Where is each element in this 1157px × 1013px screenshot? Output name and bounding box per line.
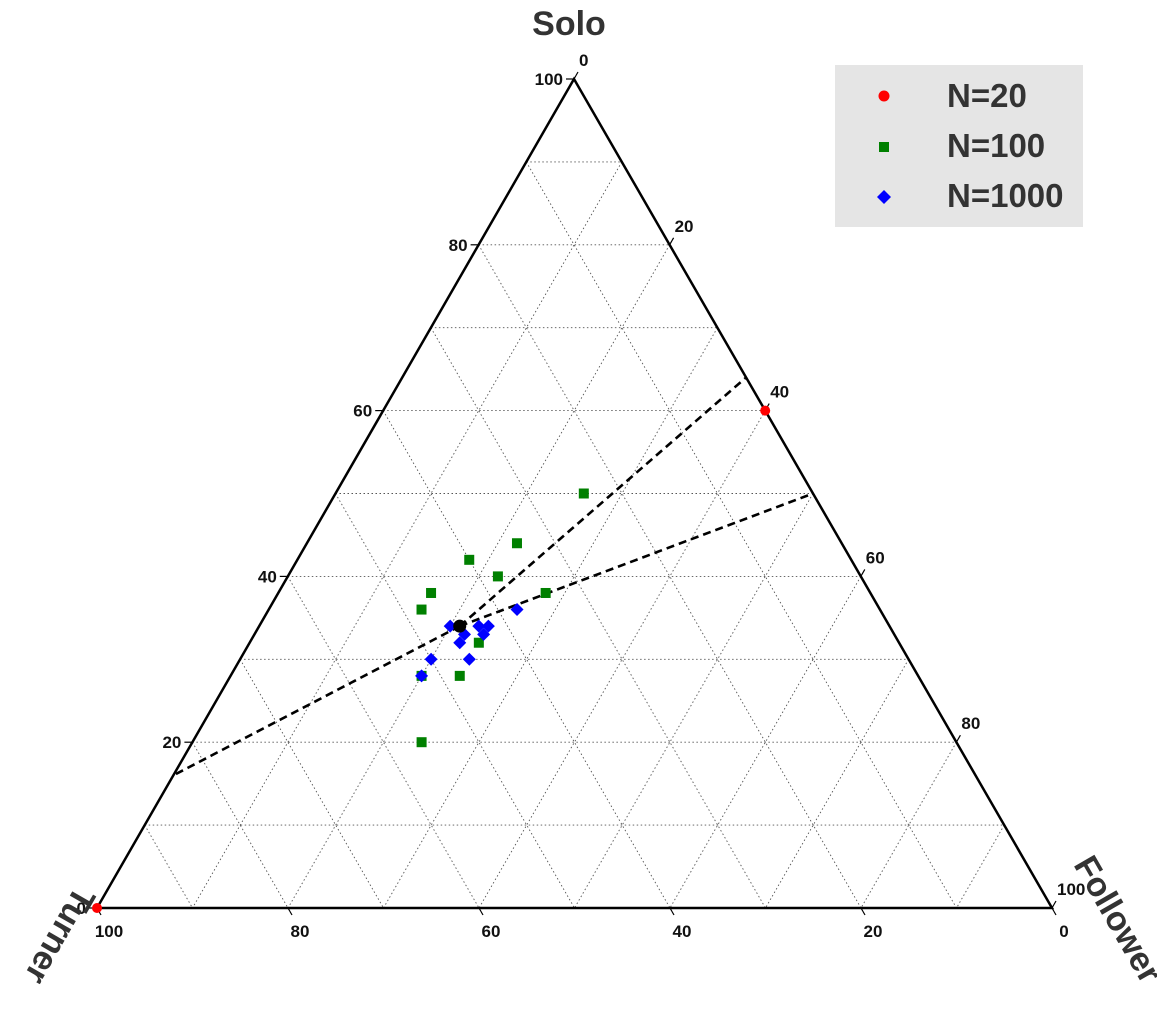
grid-line: [574, 493, 814, 909]
tick-label-solo: 80: [449, 236, 468, 255]
point-n1000: [424, 652, 438, 666]
legend-marker-diamond: [877, 190, 891, 204]
tick-marks: 0 100 100 20 80 80 40 60 60 60 40 40 80 20 20 100 0 0: [77, 51, 1086, 941]
tick-mark-turner: [860, 907, 866, 916]
tick-mark-follower: [669, 237, 675, 246]
point-n1000: [472, 619, 486, 633]
tick-label-turner: 80: [291, 922, 310, 941]
axis-title-turner: Turner: [17, 880, 102, 990]
reference-lines: [172, 376, 814, 777]
tick-mark-turner: [287, 907, 293, 916]
legend-entry-n100: N=100: [879, 127, 1045, 164]
tick-label-follower: 20: [675, 217, 694, 236]
point-n100: [416, 737, 427, 748]
point-n20: [92, 903, 102, 913]
grid-line: [144, 824, 193, 909]
tick-label-follower: 40: [770, 383, 789, 402]
legend-entry-n20: N=20: [878, 77, 1027, 114]
tick-label-turner: 20: [864, 922, 883, 941]
point-n100: [464, 554, 475, 565]
tick-label-follower: 100: [1057, 880, 1085, 899]
triangle-frame: [94, 76, 1055, 910]
point-n100: [473, 637, 484, 648]
grid-line: [383, 327, 718, 909]
tick-label-solo: 40: [258, 567, 277, 586]
point-n1000: [462, 652, 476, 666]
tick-label-solo: 20: [162, 733, 181, 752]
point-n100: [492, 571, 503, 582]
reference-line: [172, 624, 461, 777]
grid-line: [765, 659, 909, 909]
tick-label-solo: 60: [353, 402, 372, 421]
legend-label: N=1000: [947, 177, 1064, 214]
legend-box: [835, 65, 1083, 227]
point-n100: [426, 587, 437, 598]
legend-marker-circle: [878, 90, 890, 102]
tick-mark-turner: [478, 907, 484, 916]
point-n100: [540, 587, 551, 598]
axis-title-solo: Solo: [532, 5, 606, 43]
tick-mark-follower: [573, 71, 579, 80]
reference-line: [459, 492, 814, 628]
tick-label-solo: 100: [535, 70, 563, 89]
point-n100: [416, 604, 427, 615]
tick-mark-follower: [1051, 900, 1057, 909]
tick-label-turner: 100: [95, 922, 123, 941]
point-n1000: [453, 636, 467, 650]
point-n100: [454, 670, 465, 681]
grid: [144, 161, 1005, 909]
point-n1000: [510, 603, 524, 617]
point-n1000: [481, 619, 495, 633]
grid-line: [430, 327, 766, 909]
tick-mark-follower: [955, 734, 961, 743]
legend-label: N=20: [947, 77, 1027, 114]
tick-label-turner: 40: [673, 922, 692, 941]
grid-line: [239, 659, 384, 909]
centroid-point: [453, 619, 467, 633]
tick-mark-follower: [860, 569, 866, 577]
legend-marker-square: [879, 142, 889, 152]
tick-mark-turner: [669, 907, 675, 916]
legend-entry-n1000: N=1000: [877, 177, 1064, 214]
legend: N=20 N=100 N=1000: [835, 65, 1083, 227]
point-n1000: [415, 669, 429, 683]
grid-line: [525, 161, 957, 909]
legend-label: N=100: [947, 127, 1045, 164]
tick-label-turner: 60: [482, 922, 501, 941]
tick-label-follower: 60: [866, 548, 885, 567]
point-n100: [511, 538, 522, 549]
tick-label-follower: 80: [961, 714, 980, 733]
point-n20: [760, 405, 771, 416]
grid-line: [335, 493, 575, 909]
point-n1000: [443, 619, 457, 633]
tick-mark-turner: [1051, 907, 1057, 916]
reference-line: [458, 376, 747, 628]
tick-label-solo: 0: [77, 899, 86, 918]
tick-label-turner: 0: [1059, 922, 1068, 941]
grid-line: [192, 161, 623, 909]
point-n100: [578, 488, 589, 499]
data-points: [92, 405, 771, 913]
point-n1000: [477, 627, 491, 641]
grid-line: [956, 824, 1005, 909]
tick-label-follower: 0: [579, 51, 588, 70]
axis-title-follower: Follower: [1066, 849, 1157, 989]
